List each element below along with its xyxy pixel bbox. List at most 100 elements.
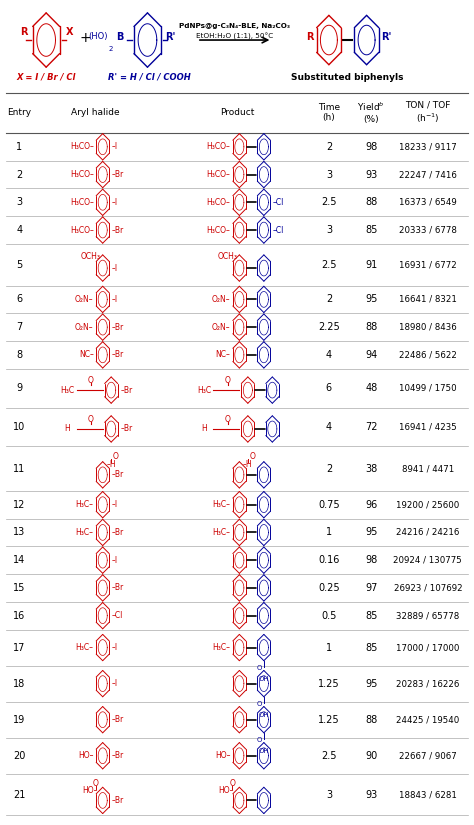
Text: 18980 / 8436: 18980 / 8436 [399,323,457,332]
Text: 98: 98 [365,555,377,565]
Text: 19: 19 [13,714,26,724]
Text: HO–: HO– [78,752,94,761]
Text: HO–: HO– [215,752,230,761]
Text: 3: 3 [326,225,332,235]
Text: PdNPs@g-C₃N₄-BLE, Na₂CO₃: PdNPs@g-C₃N₄-BLE, Na₂CO₃ [179,23,290,29]
Text: H₃C: H₃C [60,385,74,394]
Text: –I: –I [112,263,118,272]
Text: Entry: Entry [7,108,31,117]
Text: 14: 14 [13,555,26,565]
Text: –I: –I [112,198,118,207]
Text: 22247 / 7416: 22247 / 7416 [399,170,457,179]
Text: H₃CO–: H₃CO– [207,225,230,234]
Text: 17: 17 [13,643,26,653]
Text: 20924 / 130775: 20924 / 130775 [393,556,462,564]
Text: –I: –I [112,556,118,564]
Text: –Br: –Br [112,583,124,592]
Text: O₂N–: O₂N– [75,295,94,304]
Text: –Br: –Br [112,170,124,179]
Text: 0.25: 0.25 [318,583,340,593]
Text: 38: 38 [365,464,377,474]
Text: H₃CO–: H₃CO– [207,143,230,151]
Text: 88: 88 [365,322,377,332]
Text: 22667 / 9067: 22667 / 9067 [399,752,457,761]
Text: 19200 / 25600: 19200 / 25600 [396,500,459,509]
Text: O: O [225,415,230,424]
Text: NC–: NC– [79,351,94,360]
Text: –Br: –Br [112,351,124,360]
Text: 98: 98 [365,142,377,152]
Text: H: H [64,424,70,433]
Text: 96: 96 [365,500,377,510]
Text: O₂N–: O₂N– [75,323,94,332]
Text: 20283 / 16226: 20283 / 16226 [396,679,459,688]
Text: 18843 / 6281: 18843 / 6281 [399,790,457,799]
Text: H₃CO–: H₃CO– [207,170,230,179]
Text: 3: 3 [16,197,22,207]
Text: H₃C–: H₃C– [76,500,94,509]
Text: EtOH:H₂O (1:1), 50°C: EtOH:H₂O (1:1), 50°C [196,33,273,40]
Text: H₃C–: H₃C– [76,528,94,537]
Text: 88: 88 [365,197,377,207]
Text: H₃C–: H₃C– [212,500,230,509]
Text: 2: 2 [109,46,113,52]
Text: H: H [201,424,207,433]
Text: 72: 72 [365,422,378,432]
Text: –Br: –Br [112,323,124,332]
Text: 4: 4 [326,350,332,360]
Text: OCH₃: OCH₃ [81,252,101,261]
Text: O: O [256,737,262,743]
Text: H₃CO–: H₃CO– [70,170,94,179]
Text: 16373 / 6549: 16373 / 6549 [399,198,457,207]
Text: Time
(h): Time (h) [318,102,340,122]
Text: 2.25: 2.25 [318,322,340,332]
Text: 9: 9 [16,383,22,394]
Text: 2: 2 [326,142,332,152]
Text: H₃C–: H₃C– [76,643,94,652]
Text: 48: 48 [365,383,377,394]
Text: 11: 11 [13,464,26,474]
Text: 1.25: 1.25 [318,679,340,689]
Text: –Br: –Br [120,424,132,433]
Text: 95: 95 [365,295,377,304]
Text: 24425 / 19540: 24425 / 19540 [396,715,459,724]
Text: O: O [113,452,119,460]
Text: O: O [93,780,99,788]
Text: –I: –I [112,143,118,151]
Text: OH: OH [258,712,269,718]
Text: TON / TOF
(h$^{-1}$): TON / TOF (h$^{-1}$) [405,100,450,125]
Text: R': R' [165,31,175,42]
Text: –Cl: –Cl [273,198,284,207]
Text: 6: 6 [16,295,22,304]
Text: (HO): (HO) [88,32,108,41]
Text: –H: –H [106,460,116,469]
Text: 95: 95 [365,679,377,689]
Text: 3: 3 [326,790,332,799]
Text: 2: 2 [326,464,332,474]
Text: –I: –I [112,500,118,509]
Text: –Br: –Br [112,796,124,805]
Text: H₃C: H₃C [197,385,211,394]
Text: 16: 16 [13,610,26,620]
Text: 17000 / 17000: 17000 / 17000 [396,643,459,652]
Text: H₃CO–: H₃CO– [207,198,230,207]
Text: 12: 12 [13,500,26,510]
Text: 20333 / 6778: 20333 / 6778 [399,225,457,234]
Text: 93: 93 [365,790,377,799]
Text: 7: 7 [16,322,22,332]
Text: HO–: HO– [219,786,234,795]
Text: NC–: NC– [216,351,230,360]
Text: H₃C–: H₃C– [212,643,230,652]
Text: 18: 18 [13,679,26,689]
Text: H₃CO–: H₃CO– [70,225,94,234]
Text: O: O [225,376,230,385]
Text: H₃CO–: H₃CO– [70,143,94,151]
Text: –H: –H [243,460,253,469]
Text: B: B [117,31,124,42]
Text: 93: 93 [365,170,377,180]
Text: OCH₃: OCH₃ [218,252,237,261]
Text: R: R [20,26,27,37]
Text: –I: –I [112,679,118,688]
Text: 1: 1 [326,643,332,653]
Text: –Br: –Br [112,225,124,234]
